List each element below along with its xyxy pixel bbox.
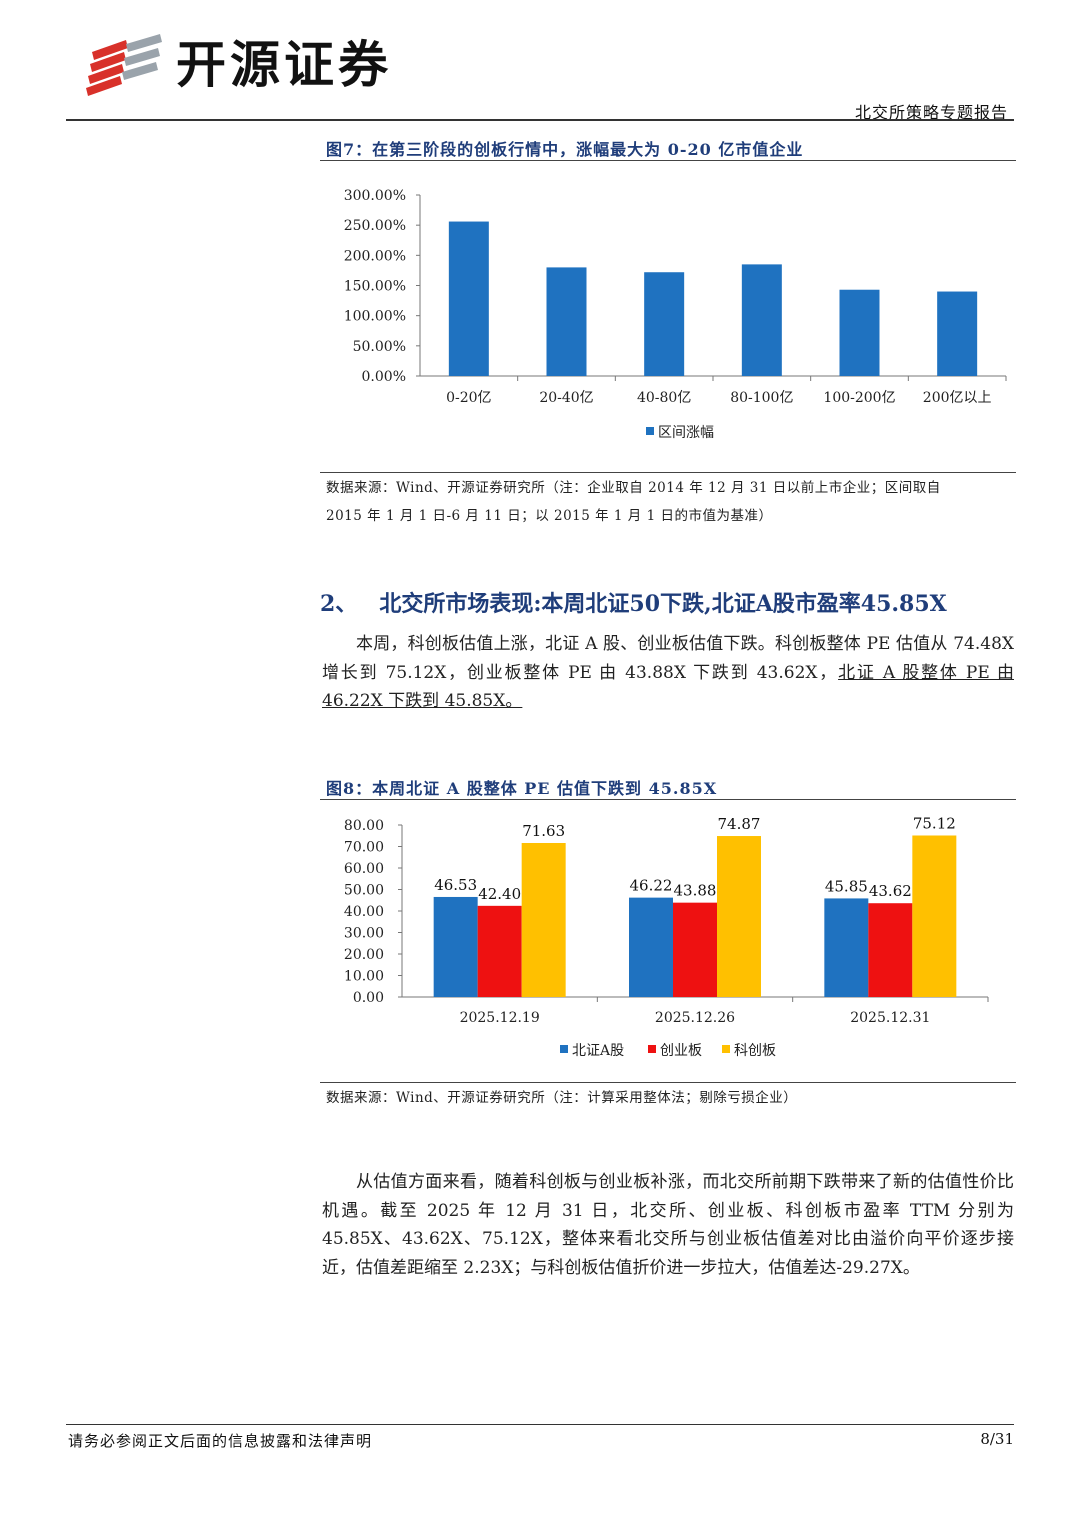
bar <box>673 902 717 997</box>
bar <box>824 898 869 997</box>
valuation-paragraph: 从估值方面来看，随着科创板与创业板补涨，而北交所前期下跌带来了新的估值性价比机遇… <box>322 1172 1014 1278</box>
y-tick-label: 60.00 <box>344 861 384 877</box>
y-tick-label: 80.00 <box>344 818 384 834</box>
brand-logo-icon <box>86 34 162 96</box>
legend-swatch <box>648 1045 656 1053</box>
bar <box>433 896 478 997</box>
bar <box>644 272 685 376</box>
report-type-label: 北交所策略专题报告 <box>854 103 1008 122</box>
legend-label: 区间涨幅 <box>658 425 714 441</box>
x-tick-label: 40-80亿 <box>637 390 691 406</box>
y-tick-label: 30.00 <box>344 926 384 942</box>
bar <box>912 835 957 997</box>
section-heading: 2、 北交所市场表现:本周北证50下跌,北证A股市盈率45.85X <box>320 586 947 618</box>
section-paragraph-text: 本周，科创板估值上涨，北证 A 股、创业板估值下跌。科创板整体 PE 估值从 7… <box>322 634 1014 683</box>
brand-name: 开源证券 <box>176 36 392 94</box>
bar <box>937 291 978 376</box>
x-tick-label: 2025.12.26 <box>655 1010 735 1026</box>
y-tick-label: 40.00 <box>344 904 384 920</box>
y-tick-label: 50.00% <box>353 339 406 355</box>
bar <box>546 267 587 376</box>
section-paragraph: 本周，科创板估值上涨，北证 A 股、创业板估值下跌。科创板整体 PE 估值从 7… <box>322 630 1014 716</box>
figure8-source-rule <box>320 1082 1016 1083</box>
y-tick-label: 100.00% <box>344 309 406 325</box>
x-tick-label: 2025.12.31 <box>850 1010 930 1026</box>
bar <box>477 905 522 997</box>
figure8-title-rule <box>320 799 1016 800</box>
section-title: 北交所市场表现:本周北证50下跌,北证A股市盈率45.85X <box>379 591 947 617</box>
footer-divider <box>66 1424 1014 1425</box>
bar <box>868 903 913 997</box>
figure8-source: 数据来源：Wind、开源证券研究所（注：计算采用整体法；剔除亏损企业） <box>326 1090 798 1106</box>
data-label: 42.40 <box>478 885 521 903</box>
section-number: 2、 <box>320 591 358 617</box>
figure7-source-line2: 2015 年 1 月 1 日-6 月 11 日；以 2015 年 1 月 1 日… <box>326 508 773 524</box>
data-label: 46.53 <box>434 876 477 894</box>
figure7-source-rule <box>320 472 1016 473</box>
figure8-title: 图8：本周北证 A 股整体 PE 估值下跌到 45.85X <box>326 779 718 798</box>
legend-swatch <box>646 427 654 435</box>
legend-swatch <box>722 1045 730 1053</box>
y-tick-label: 0.00% <box>362 369 406 385</box>
x-tick-label: 2025.12.19 <box>460 1010 540 1026</box>
legend-label: 北证A股 <box>572 1043 624 1059</box>
figure7-chart: 0.00% 50.00% 100.00% 150.00% 200.00% 250.00% 3… <box>344 188 1007 441</box>
bar <box>448 221 489 376</box>
bar <box>717 836 761 997</box>
header-divider <box>66 119 1014 121</box>
data-label: 43.88 <box>674 882 717 900</box>
legend-label: 科创板 <box>734 1043 776 1059</box>
x-tick-label: 100-200亿 <box>823 390 895 406</box>
data-label: 74.87 <box>718 815 761 833</box>
bar <box>521 842 566 997</box>
data-label: 71.63 <box>522 822 565 840</box>
legend-swatch <box>560 1045 568 1053</box>
y-tick-label: 10.00 <box>344 969 384 985</box>
bar <box>629 897 673 997</box>
x-tick-label: 0-20亿 <box>446 390 491 406</box>
y-tick-label: 250.00% <box>344 218 406 234</box>
figure8-chart: 0.00 10.00 20.00 30.00 40.00 50.00 60.00 70.00 8… <box>344 814 989 1059</box>
y-tick-label: 300.00% <box>344 188 406 204</box>
y-tick-label: 20.00 <box>344 947 384 963</box>
data-label: 43.62 <box>869 882 912 900</box>
bar <box>741 264 782 376</box>
figure7-title-rule <box>320 160 1016 161</box>
page-number: 8/31 <box>980 1430 1014 1448</box>
data-label: 46.22 <box>630 877 673 895</box>
figure7-source: 数据来源：Wind、开源证券研究所（注：企业取自 2014 年 12 月 31 … <box>326 474 941 530</box>
footer-disclaimer: 请务必参阅正文后面的信息披露和法律声明 <box>68 1432 373 1450</box>
legend-label: 创业板 <box>660 1043 702 1059</box>
data-label: 75.12 <box>913 814 956 832</box>
y-tick-label: 70.00 <box>344 840 384 856</box>
y-tick-label: 50.00 <box>344 883 384 899</box>
y-tick-label: 0.00 <box>353 990 384 1006</box>
bar <box>839 289 880 376</box>
section-paragraph-underlined: 北证 A 股整体 PE 由 46.22X 下跌到 45.85X。 <box>322 662 1014 712</box>
data-label: 45.85 <box>825 877 868 895</box>
y-tick-label: 150.00% <box>344 279 406 295</box>
x-tick-label: 80-100亿 <box>730 390 793 406</box>
x-tick-label: 200亿以上 <box>923 390 992 406</box>
figure7-title: 图7：在第三阶段的创板行情中，涨幅最大为 0-20 亿市值企业 <box>326 140 804 159</box>
y-tick-label: 200.00% <box>344 248 406 264</box>
x-tick-label: 20-40亿 <box>539 390 593 406</box>
figure7-source-line1: 数据来源：Wind、开源证券研究所（注：企业取自 2014 年 12 月 31 … <box>326 480 941 496</box>
